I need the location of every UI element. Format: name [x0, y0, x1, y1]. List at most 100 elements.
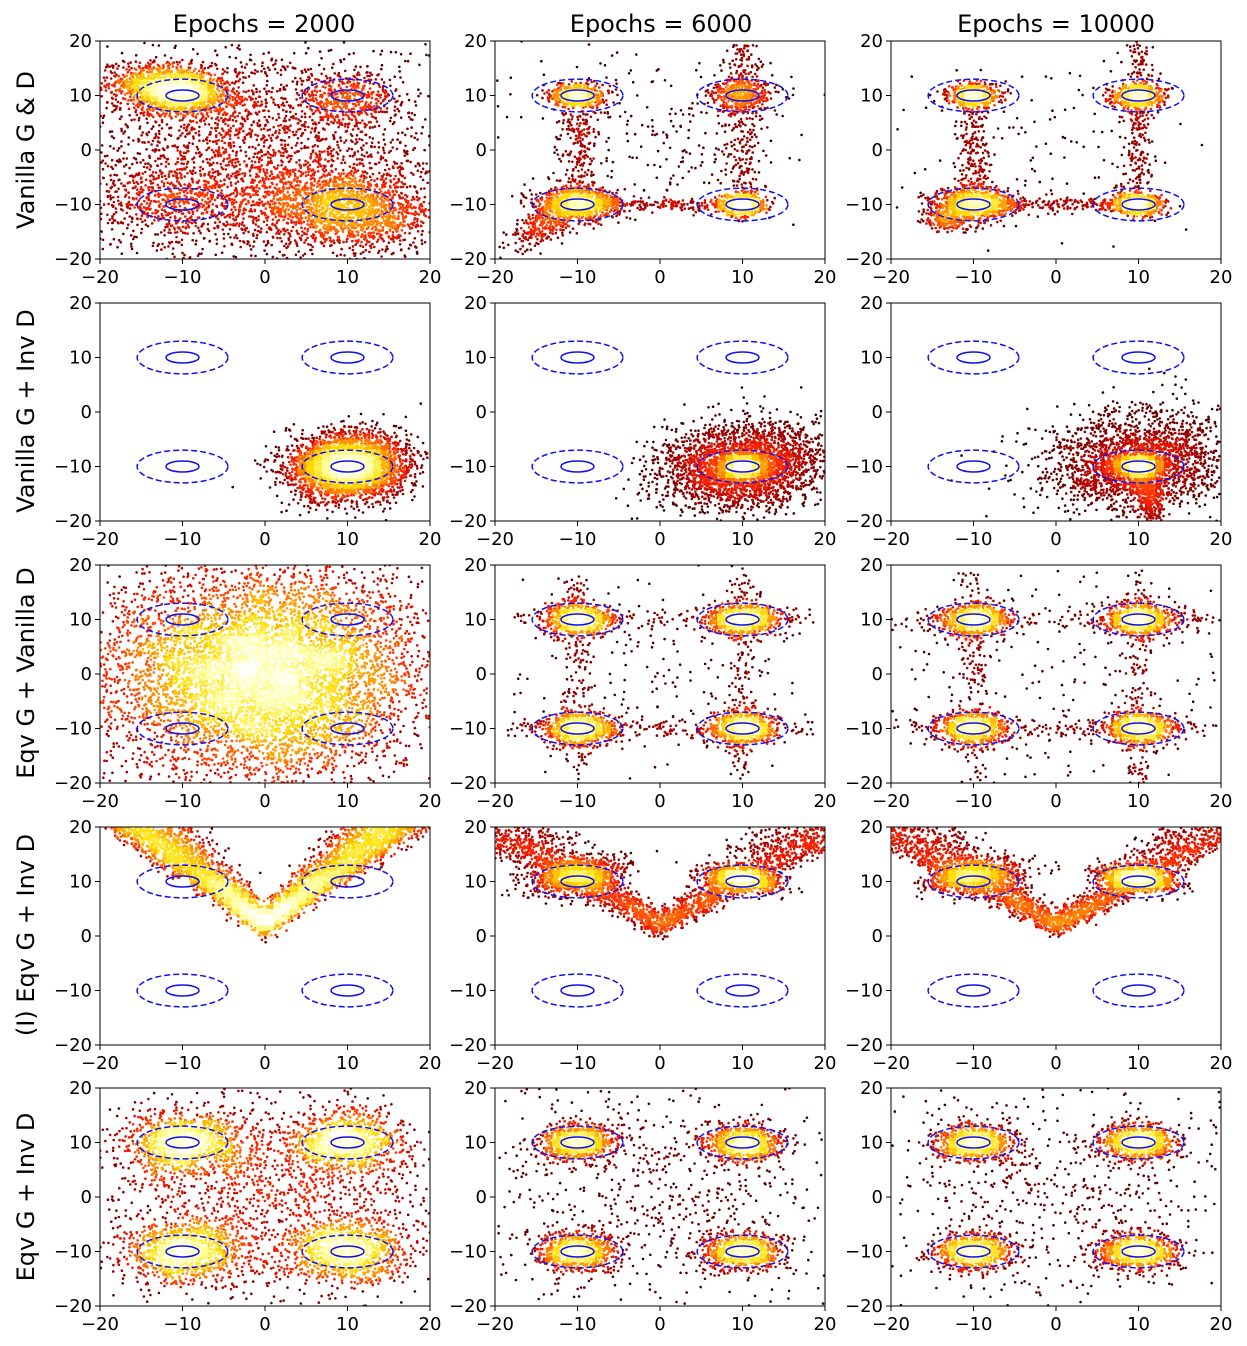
data-point	[327, 229, 330, 232]
data-point	[298, 184, 301, 187]
data-point	[284, 230, 287, 233]
data-point	[353, 52, 356, 55]
data-point	[391, 196, 394, 199]
data-point	[219, 154, 222, 157]
data-point	[310, 188, 313, 191]
data-point	[352, 193, 355, 196]
data-point	[107, 203, 110, 206]
data-point	[264, 139, 267, 142]
data-point	[329, 222, 332, 225]
data-point	[177, 161, 180, 164]
data-point	[330, 150, 333, 153]
data-point	[361, 139, 364, 142]
data-point	[377, 141, 380, 144]
data-point	[271, 223, 274, 226]
data-point	[329, 115, 332, 118]
data-point	[264, 72, 267, 75]
data-point	[234, 158, 237, 161]
data-point	[129, 61, 132, 64]
data-point	[396, 108, 399, 111]
data-point	[409, 52, 412, 55]
data-point	[132, 230, 135, 233]
data-point	[134, 186, 137, 189]
data-point	[351, 108, 354, 111]
data-point	[372, 126, 375, 129]
data-point	[157, 140, 160, 143]
data-point	[104, 69, 107, 72]
data-point	[282, 254, 285, 257]
data-point	[312, 174, 315, 177]
data-point	[275, 137, 278, 140]
data-point	[267, 240, 270, 243]
data-point	[187, 224, 190, 227]
data-point	[318, 157, 321, 160]
data-point	[216, 108, 219, 111]
data-point	[101, 144, 104, 147]
data-point	[329, 237, 332, 240]
data-point	[258, 90, 261, 93]
data-point	[299, 167, 302, 170]
data-point	[318, 150, 321, 153]
data-point	[343, 58, 346, 61]
data-point	[289, 235, 292, 238]
data-point	[240, 61, 243, 64]
data-point	[260, 210, 263, 213]
data-point	[372, 235, 375, 238]
data-point	[159, 67, 162, 70]
data-point	[120, 182, 123, 185]
data-point	[232, 125, 235, 128]
data-point	[317, 138, 320, 141]
data-point	[159, 186, 162, 189]
data-point	[147, 141, 150, 144]
data-point	[371, 115, 374, 118]
data-point	[307, 168, 310, 171]
data-point	[215, 254, 218, 257]
data-point	[348, 118, 351, 121]
data-point	[138, 194, 141, 197]
data-point	[394, 175, 397, 178]
data-point	[385, 191, 388, 194]
data-point	[282, 155, 285, 158]
data-point	[183, 254, 186, 257]
data-point	[256, 174, 259, 177]
data-point	[357, 150, 360, 153]
data-point	[154, 103, 157, 106]
data-point	[161, 127, 164, 130]
data-point	[323, 68, 326, 71]
data-point	[289, 124, 292, 127]
data-point	[222, 213, 225, 216]
data-point	[249, 58, 252, 61]
data-point	[371, 142, 374, 145]
data-point	[211, 156, 214, 159]
data-point	[378, 233, 381, 236]
column-titles: Epochs = 2000 Epochs = 6000 Epochs = 100…	[173, 10, 1155, 38]
data-point	[406, 195, 409, 198]
data-point	[299, 97, 302, 100]
data-point	[233, 145, 236, 148]
data-point	[295, 184, 298, 187]
data-point	[266, 219, 269, 222]
data-point	[128, 65, 131, 68]
data-point	[332, 252, 335, 255]
data-point	[196, 146, 199, 149]
data-point	[164, 54, 167, 57]
data-point	[261, 65, 264, 68]
data-point	[297, 233, 300, 236]
data-point	[369, 175, 372, 178]
data-point	[126, 78, 129, 81]
data-point	[388, 241, 391, 244]
data-point	[252, 222, 255, 225]
data-point	[309, 108, 312, 111]
data-point	[196, 209, 199, 212]
data-point	[145, 132, 148, 135]
data-point	[311, 211, 314, 214]
data-point	[257, 144, 260, 147]
data-point	[241, 228, 244, 231]
data-point	[245, 109, 248, 112]
data-point	[147, 225, 150, 228]
data-point	[280, 159, 283, 162]
data-point	[318, 131, 321, 134]
data-point	[355, 171, 358, 174]
data-point	[379, 236, 382, 239]
data-point	[279, 237, 282, 240]
